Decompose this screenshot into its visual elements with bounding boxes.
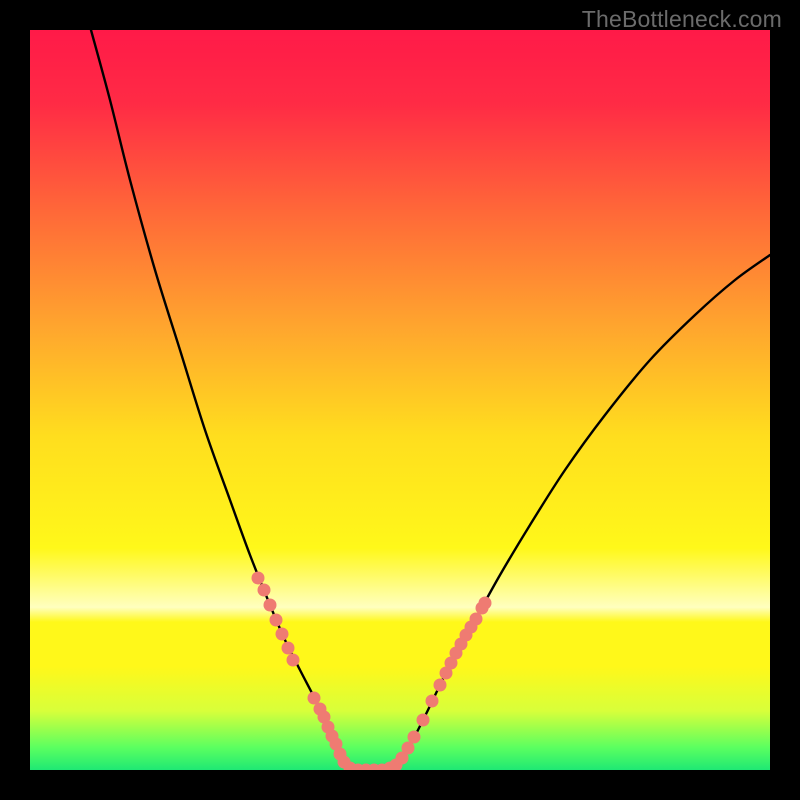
marker-dot (287, 654, 300, 667)
marker-dot (426, 695, 439, 708)
marker-dot (479, 597, 492, 610)
bottleneck-chart (30, 30, 770, 770)
marker-dot (408, 731, 421, 744)
marker-dot (264, 599, 277, 612)
marker-dot (402, 742, 415, 755)
marker-dot (258, 584, 271, 597)
marker-dot (308, 692, 321, 705)
marker-dot (282, 642, 295, 655)
gradient-background (30, 30, 770, 770)
watermark-label: TheBottleneck.com (582, 6, 782, 33)
marker-dot (252, 572, 265, 585)
marker-dot (270, 614, 283, 627)
marker-dot (434, 679, 447, 692)
chart-container (30, 30, 770, 770)
marker-dot (470, 613, 483, 626)
marker-dot (417, 714, 430, 727)
marker-dot (276, 628, 289, 641)
